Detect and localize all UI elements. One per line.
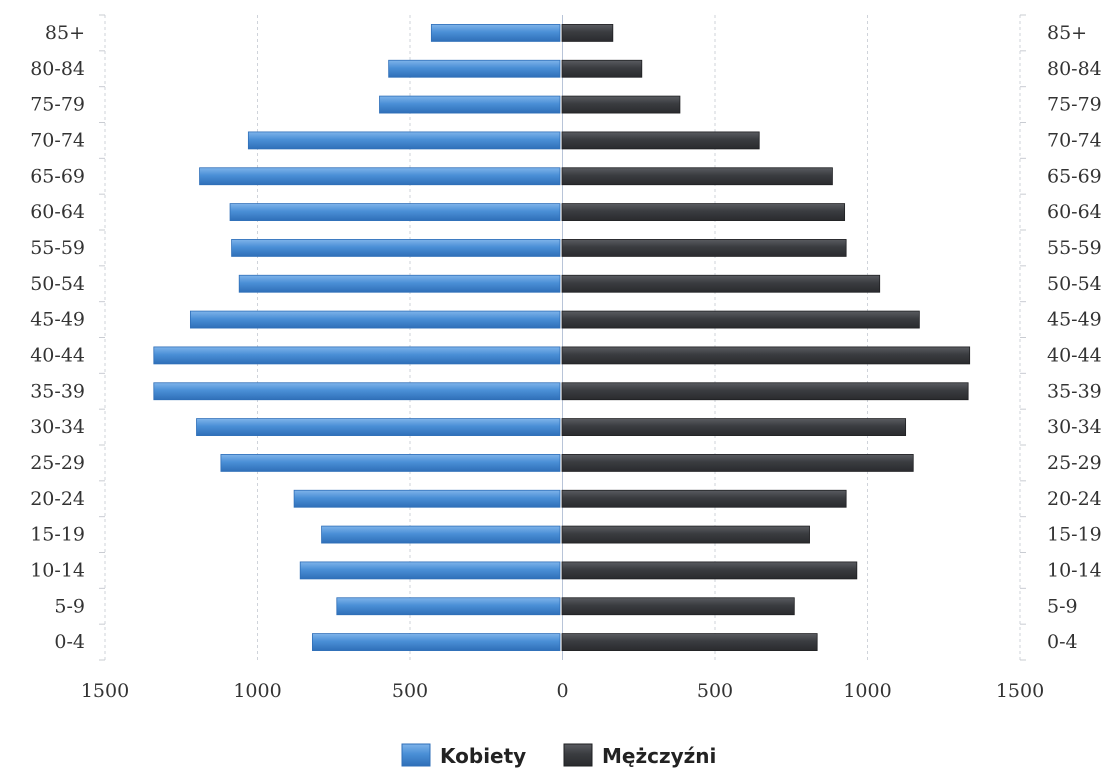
bar [561, 525, 810, 544]
category-label: 5-9 [1047, 595, 1078, 617]
category-label: 0-4 [1047, 631, 1078, 653]
bar [561, 95, 681, 114]
bar [561, 489, 847, 508]
bar [561, 418, 907, 436]
category-label: 25-29 [30, 452, 85, 474]
category-label: 45-49 [30, 309, 85, 331]
category-labels-right: 85+ 80-84 75-79 70-74 65-69 60-64 55-59 50-54 45… [1020, 14, 1102, 661]
x-axis-tick-labels: 1500 1000 500 0 500 1000 1500 [81, 680, 1044, 702]
category-label: 20-24 [1047, 488, 1102, 510]
category-label: 15-19 [1047, 524, 1102, 546]
category-label: 50-54 [1047, 273, 1102, 295]
bar [561, 59, 643, 78]
bar [336, 597, 561, 616]
category-label: 75-79 [1047, 94, 1102, 116]
bar [561, 382, 969, 401]
category-label: 70-74 [1047, 129, 1102, 151]
x-tick-label: 1000 [233, 680, 281, 702]
bar [561, 203, 846, 221]
category-label: 55-59 [30, 237, 85, 259]
bar [379, 95, 561, 114]
bar [199, 167, 561, 186]
category-label: 85+ [1047, 22, 1087, 44]
category-label: 0-4 [54, 631, 85, 653]
category-label: 80-84 [30, 58, 85, 80]
bar [153, 346, 561, 365]
legend-swatch [401, 743, 431, 767]
category-label: 10-14 [1047, 559, 1102, 581]
bar [561, 346, 971, 365]
bar [561, 274, 881, 293]
gridlines [104, 15, 1021, 660]
bar [238, 274, 561, 293]
category-labels-left: 85+ 80-84 75-79 70-74 65-69 60-64 55-59 50-54 45… [30, 14, 105, 661]
category-label: 20-24 [30, 488, 85, 510]
category-label: 25-29 [1047, 452, 1102, 474]
bar [561, 24, 614, 42]
bar [153, 382, 561, 401]
x-tick-label: 500 [697, 680, 733, 702]
category-label: 35-39 [30, 380, 85, 402]
bar [229, 203, 561, 221]
category-label: 65-69 [1047, 165, 1102, 187]
legend-swatch [563, 743, 593, 767]
category-label: 75-79 [30, 94, 85, 116]
bar [231, 239, 561, 257]
category-label: 80-84 [1047, 58, 1102, 80]
bar [220, 454, 561, 472]
x-tick-label: 1500 [81, 680, 129, 702]
bar [561, 454, 914, 472]
category-label: 50-54 [30, 273, 85, 295]
x-tick-label: 0 [556, 680, 568, 702]
bar [561, 597, 795, 616]
bar [321, 525, 561, 544]
bar [561, 239, 847, 257]
category-label: 85+ [45, 22, 85, 44]
category-label: 30-34 [30, 416, 85, 438]
x-tick-label: 500 [392, 680, 428, 702]
x-tick-label: 1000 [843, 680, 891, 702]
bar [189, 310, 561, 329]
category-label: 70-74 [30, 129, 85, 151]
bar [561, 167, 833, 186]
category-label: 55-59 [1047, 237, 1102, 259]
bar [388, 59, 561, 78]
bar [196, 418, 561, 436]
bar [311, 633, 561, 651]
bar [430, 24, 561, 42]
bar [299, 561, 561, 580]
legend-label: Mężczyźni [602, 744, 716, 768]
category-label: 60-64 [1047, 201, 1102, 223]
category-label: 5-9 [54, 595, 85, 617]
bar [247, 131, 561, 150]
category-label: 35-39 [1047, 380, 1102, 402]
category-label: 45-49 [1047, 309, 1102, 331]
bars [153, 24, 971, 651]
category-label: 60-64 [30, 201, 85, 223]
x-tick-label: 1500 [996, 680, 1044, 702]
bar [561, 633, 818, 651]
legend-label: Kobiety [440, 744, 526, 768]
category-label: 65-69 [30, 165, 85, 187]
bar [293, 489, 561, 508]
category-label: 30-34 [1047, 416, 1102, 438]
bar [561, 131, 760, 150]
category-label: 15-19 [30, 524, 85, 546]
category-label: 40-44 [1047, 344, 1102, 366]
bar [561, 310, 920, 329]
bar [561, 561, 858, 580]
category-label: 40-44 [30, 344, 85, 366]
category-label: 10-14 [30, 559, 85, 581]
legend: Kobiety Mężczyźni [401, 743, 716, 768]
